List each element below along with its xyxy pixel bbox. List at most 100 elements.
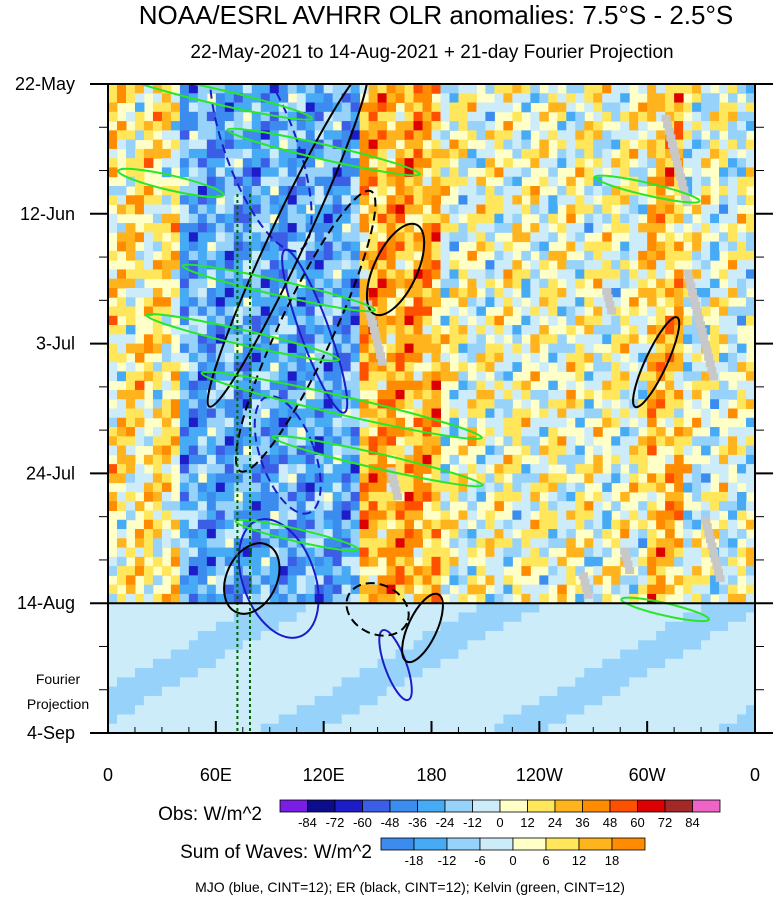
anomaly-cell bbox=[449, 93, 459, 104]
anomaly-cell bbox=[593, 380, 603, 391]
anomaly-cell bbox=[323, 529, 334, 539]
anomaly-cell bbox=[557, 362, 567, 372]
anomaly-cell bbox=[629, 547, 639, 558]
anomaly-cell bbox=[683, 510, 693, 521]
anomaly-cell bbox=[359, 427, 370, 437]
anomaly-cell bbox=[377, 278, 388, 289]
anomaly-cell bbox=[620, 408, 630, 419]
anomaly-cell bbox=[296, 612, 307, 623]
anomaly-cell bbox=[242, 612, 253, 623]
anomaly-cell bbox=[665, 176, 675, 187]
anomaly-cell bbox=[242, 603, 253, 613]
anomaly-cell bbox=[296, 445, 307, 456]
anomaly-cell bbox=[638, 501, 648, 511]
anomaly-cell bbox=[224, 176, 235, 187]
anomaly-cell bbox=[287, 297, 298, 308]
anomaly-cell bbox=[314, 714, 325, 725]
anomaly-cell bbox=[683, 213, 693, 224]
anomaly-cell bbox=[287, 491, 298, 502]
anomaly-cell bbox=[530, 84, 540, 94]
anomaly-cell bbox=[413, 352, 424, 363]
anomaly-cell bbox=[242, 501, 253, 511]
anomaly-cell bbox=[332, 575, 343, 586]
anomaly-cell bbox=[494, 705, 504, 715]
anomaly-cell bbox=[341, 84, 352, 94]
anomaly-cell bbox=[359, 139, 370, 150]
anomaly-cell bbox=[224, 695, 235, 706]
anomaly-cell bbox=[368, 705, 379, 715]
anomaly-cell bbox=[557, 158, 567, 168]
anomaly-cell bbox=[710, 389, 720, 400]
anomaly-cell bbox=[359, 102, 370, 113]
anomaly-cell bbox=[197, 491, 208, 502]
anomaly-cell bbox=[170, 121, 181, 131]
anomaly-cell bbox=[242, 148, 253, 159]
anomaly-cell bbox=[476, 603, 486, 613]
anomaly-cell bbox=[440, 677, 450, 688]
anomaly-cell bbox=[251, 269, 262, 280]
anomaly-cell bbox=[314, 547, 325, 558]
anomaly-cell bbox=[422, 343, 432, 354]
anomaly-cell bbox=[737, 121, 747, 131]
anomaly-cell bbox=[108, 603, 118, 613]
anomaly-cell bbox=[143, 547, 154, 558]
anomaly-cell bbox=[314, 603, 325, 613]
anomaly-cell bbox=[323, 556, 334, 567]
anomaly-cell bbox=[215, 584, 226, 595]
anomaly-cell bbox=[215, 167, 226, 178]
anomaly-cell bbox=[548, 84, 558, 94]
anomaly-cell bbox=[548, 501, 558, 511]
anomaly-cell bbox=[224, 334, 235, 345]
anomaly-cell bbox=[503, 306, 513, 317]
anomaly-cell bbox=[503, 631, 513, 641]
anomaly-cell bbox=[683, 287, 693, 298]
anomaly-cell bbox=[431, 491, 441, 502]
anomaly-cell bbox=[629, 408, 639, 419]
anomaly-cell bbox=[404, 473, 415, 484]
anomaly-cell bbox=[449, 399, 459, 409]
anomaly-cell bbox=[503, 612, 513, 623]
anomaly-cell bbox=[341, 399, 352, 409]
anomaly-cell bbox=[602, 371, 612, 382]
anomaly-cell bbox=[152, 501, 163, 511]
anomaly-cell bbox=[701, 510, 711, 521]
anomaly-cell bbox=[206, 260, 217, 270]
anomaly-cell bbox=[629, 213, 639, 224]
anomaly-cell bbox=[350, 529, 361, 539]
anomaly-cell bbox=[566, 195, 576, 206]
anomaly-cell bbox=[548, 575, 558, 586]
anomaly-cell bbox=[116, 223, 127, 233]
anomaly-cell bbox=[494, 649, 504, 660]
anomaly-cell bbox=[539, 473, 549, 484]
anomaly-cell bbox=[566, 603, 576, 613]
anomaly-cell bbox=[125, 408, 136, 419]
anomaly-cell bbox=[359, 686, 370, 697]
anomaly-cell bbox=[638, 223, 648, 233]
anomaly-cell bbox=[431, 640, 441, 651]
anomaly-cell bbox=[728, 269, 738, 280]
anomaly-cell bbox=[593, 640, 603, 651]
anomaly-cell bbox=[656, 223, 666, 233]
anomaly-cell bbox=[242, 213, 253, 224]
anomaly-cell bbox=[332, 612, 343, 623]
anomaly-cell bbox=[233, 139, 244, 150]
anomaly-cell bbox=[108, 695, 118, 706]
anomaly-cell bbox=[188, 547, 199, 558]
anomaly-cell bbox=[404, 102, 415, 113]
anomaly-cell bbox=[296, 362, 307, 372]
anomaly-cell bbox=[458, 649, 468, 660]
anomaly-cell bbox=[314, 668, 325, 678]
anomaly-cell bbox=[485, 538, 495, 549]
anomaly-cell bbox=[431, 454, 441, 465]
anomaly-cell bbox=[647, 158, 657, 168]
anomaly-cell bbox=[260, 436, 271, 447]
anomaly-cell bbox=[224, 519, 235, 530]
anomaly-cell bbox=[368, 482, 379, 493]
anomaly-cell bbox=[665, 408, 675, 419]
anomaly-cell bbox=[161, 297, 172, 308]
anomaly-cell bbox=[584, 695, 594, 706]
anomaly-cell bbox=[143, 454, 154, 465]
anomaly-cell bbox=[467, 334, 477, 345]
anomaly-cell bbox=[665, 93, 675, 104]
anomaly-cell bbox=[404, 343, 415, 354]
